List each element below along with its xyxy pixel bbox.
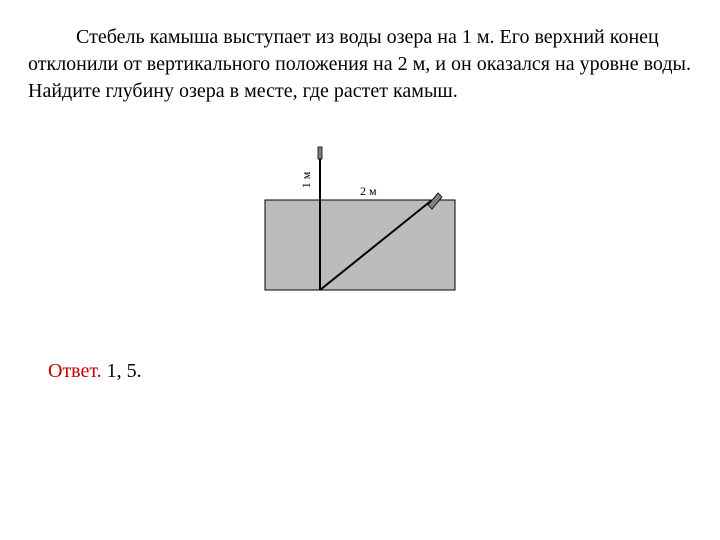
diagram-svg: 1 м 2 м xyxy=(250,145,470,300)
answer-value: 1, 5. xyxy=(107,360,142,382)
answer-label: Ответ. xyxy=(48,360,102,382)
water-rect xyxy=(265,200,455,290)
problem-statement: Стебель камыша выступает из воды озера н… xyxy=(28,24,692,105)
problem-text-content: Стебель камыша выступает из воды озера н… xyxy=(28,24,692,105)
label-2m: 2 м xyxy=(360,184,377,198)
vertical-reed-tip xyxy=(318,147,322,159)
diagram-container: 1 м 2 м xyxy=(28,145,692,300)
reed-diagram: 1 м 2 м xyxy=(250,145,470,300)
label-1m: 1 м xyxy=(299,171,313,188)
answer-row: Ответ. 1, 5. xyxy=(48,360,692,383)
